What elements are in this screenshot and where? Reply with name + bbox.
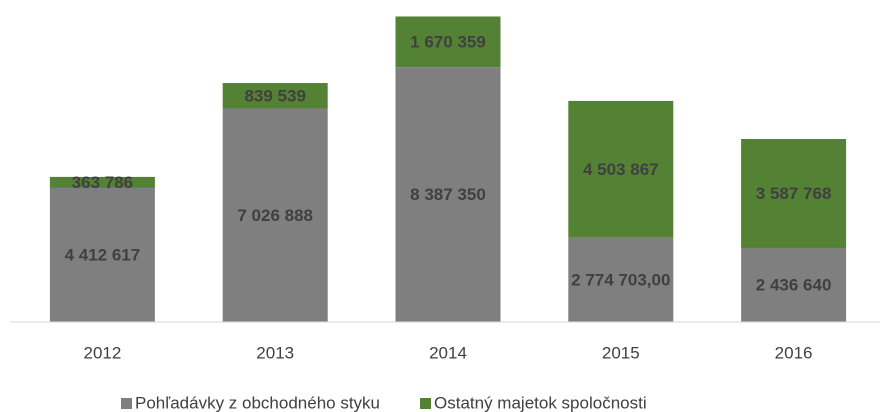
legend-label: Ostatný majetok spoločnosti — [434, 393, 647, 412]
x-tick-label: 2014 — [429, 343, 467, 362]
legend-swatch — [420, 398, 431, 409]
x-tick-label: 2013 — [256, 343, 294, 362]
bar-segment — [741, 138, 847, 248]
data-label: 8 387 350 — [410, 185, 486, 204]
x-tick-label: 2012 — [83, 343, 121, 362]
bar-segment — [222, 108, 328, 322]
bar-segment — [222, 83, 328, 109]
legend-swatch — [121, 398, 132, 409]
bar-segment — [49, 187, 155, 322]
data-label: 1 670 359 — [410, 32, 486, 51]
x-tick-label: 2016 — [775, 343, 813, 362]
bar-segment — [49, 176, 155, 188]
data-label: 2 436 640 — [756, 275, 832, 294]
bar-segment — [395, 16, 501, 68]
x-tick-label: 2015 — [602, 343, 640, 362]
data-label: 4 503 867 — [583, 160, 659, 179]
data-label: 2 774 703,00 — [571, 270, 670, 289]
data-label: 3 587 768 — [756, 184, 832, 203]
data-label: 7 026 888 — [237, 206, 313, 225]
legend-label: Pohľadávky z obchodného styku — [135, 393, 380, 412]
data-label: 839 539 — [244, 86, 305, 105]
bar-segment — [568, 237, 674, 322]
bar-segment — [741, 247, 847, 322]
data-label: 363 786 — [72, 173, 133, 192]
bar-segment — [395, 67, 501, 322]
data-label: 4 412 617 — [65, 245, 141, 264]
bar-segment — [568, 100, 674, 238]
